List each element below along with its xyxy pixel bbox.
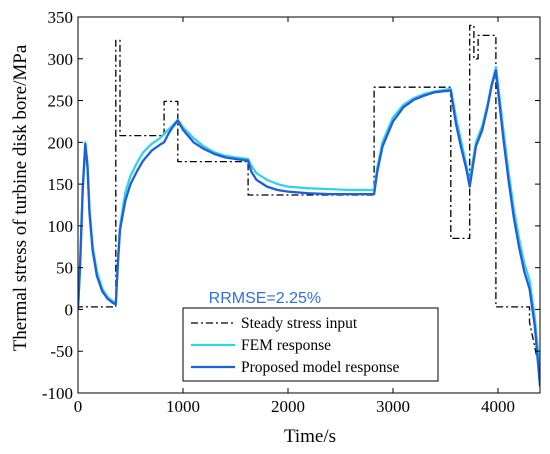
y-tick-label: 200 (48, 133, 74, 152)
y-axis-label: Thermal stress of turbine disk bore/MPa (10, 44, 31, 351)
y-tick-label: 0 (65, 300, 74, 319)
x-tick-label: 1000 (166, 397, 200, 416)
series-layer (78, 24, 540, 387)
series-line-1 (78, 24, 540, 373)
y-tick-label: 300 (48, 50, 74, 69)
legend-label: Proposed model response (241, 359, 400, 376)
x-axis-label: Time/s (284, 426, 336, 447)
rrmse-annotation: RRMSE=2.25% (209, 290, 322, 307)
tick-labels: 0 1000 2000 3000 4000 -100 -50 0 50 100 150 200 250 3… (42, 8, 515, 416)
x-tick-label: 2000 (271, 397, 305, 416)
y-tick-label: 250 (48, 92, 74, 111)
x-tick-label: 3000 (376, 397, 410, 416)
y-tick-label: 100 (48, 217, 74, 236)
legend-label: FEM response (241, 337, 331, 354)
series-line-3 (78, 69, 540, 387)
legend-label: Steady stress input (241, 315, 358, 332)
y-tick-label: 50 (56, 259, 73, 278)
legend: Steady stress input FEM response Proposed … (182, 307, 439, 382)
y-tick-label: 150 (48, 175, 74, 194)
axes-box (77, 16, 541, 394)
x-tick-label: 4000 (481, 397, 515, 416)
y-tick-label: 350 (48, 8, 74, 27)
y-tick-label: -50 (50, 342, 73, 361)
x-tick-label: 0 (74, 397, 83, 416)
axes (77, 16, 541, 394)
y-tick-label: -100 (42, 384, 73, 403)
